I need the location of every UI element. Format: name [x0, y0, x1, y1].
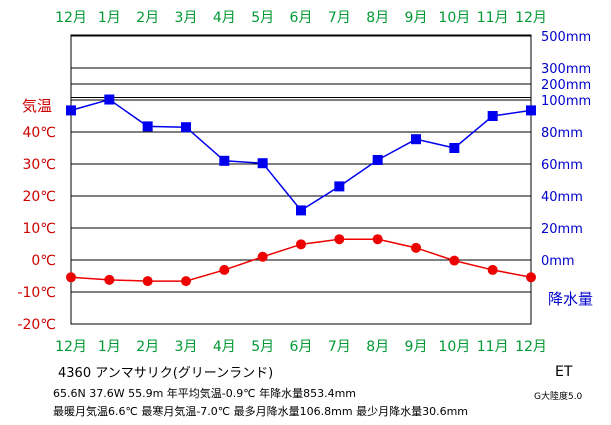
- bottom-month-label: 3月: [175, 339, 198, 355]
- bottom-month-label: 1月: [98, 339, 121, 355]
- top-month-label: 10月: [438, 10, 470, 26]
- top-month-label: 8月: [366, 10, 389, 26]
- bottom-month-label: 10月: [438, 339, 470, 355]
- temperature-tick-label: 10℃: [22, 221, 56, 237]
- continentality-index: G大陸度5.0: [534, 392, 583, 402]
- precipitation-point: [257, 158, 268, 169]
- precipitation-point: [66, 105, 76, 116]
- top-month-label: 7月: [328, 10, 351, 26]
- grid: [71, 35, 531, 293]
- temperature-point: [526, 272, 536, 283]
- top-month-label: 12月: [515, 10, 547, 26]
- precipitation-point: [334, 181, 345, 192]
- precipitation-point: [219, 155, 230, 166]
- top-month-label: 11月: [477, 10, 509, 26]
- plot-area-frame: [70, 34, 532, 325]
- temperature-tick-labels: 40℃ 30℃ 20℃ 10℃ 0℃ -10℃ -20℃: [17, 125, 56, 333]
- precipitation-point: [411, 134, 421, 145]
- series-layer: [66, 94, 536, 287]
- temperature-point: [219, 264, 230, 275]
- bottom-month-label: 9月: [405, 339, 428, 355]
- precipitation-tick-label: 20mm: [541, 222, 583, 237]
- precipitation-tick-label: 40mm: [541, 190, 583, 205]
- top-month-label: 2月: [136, 10, 159, 26]
- temperature-point: [66, 272, 76, 283]
- climate-code: ET: [555, 364, 573, 380]
- top-month-label: 6月: [290, 10, 313, 26]
- bottom-month-label: 8月: [366, 339, 389, 355]
- temperature-point: [181, 276, 191, 287]
- bottom-month-label: 5月: [251, 339, 274, 355]
- temperature-tick-label: -20℃: [17, 317, 56, 333]
- precipitation-tick-label: 60mm: [541, 158, 583, 173]
- temperature-point: [257, 251, 268, 262]
- precipitation-tick-label: 0mm: [541, 254, 575, 269]
- bottom-month-label: 12月: [515, 339, 547, 355]
- bottom-month-label: 4月: [213, 339, 236, 355]
- precipitation-point: [104, 94, 115, 105]
- precipitation-tick-label: 200mm: [541, 78, 591, 93]
- bottom-month-label: 12月: [55, 339, 87, 355]
- precipitation-tick-label: 80mm: [541, 126, 583, 141]
- top-month-label: 9月: [405, 10, 428, 26]
- precipitation-point: [449, 143, 460, 153]
- top-month-label: 3月: [175, 10, 198, 26]
- precipitation-point: [296, 205, 306, 216]
- temperature-tick-label: -10℃: [17, 285, 56, 301]
- temperature-tick-label: 20℃: [22, 189, 56, 205]
- top-month-label: 1月: [98, 10, 121, 26]
- temperature-point: [372, 234, 383, 245]
- precipitation-point: [181, 122, 191, 133]
- temperature-point: [487, 264, 498, 275]
- precipitation-point: [372, 155, 383, 165]
- top-month-label: 4月: [213, 10, 236, 26]
- precipitation-tick-label: 500mm: [541, 30, 591, 45]
- bottom-month-label: 11月: [477, 339, 509, 355]
- temperature-point: [449, 255, 460, 266]
- station-extremes: 最暖月気温6.6℃ 最寒月気温-7.0℃ 最多月降水量106.8mm 最少月降水…: [53, 405, 468, 418]
- series-line: [70, 98, 532, 212]
- precipitation-point: [526, 105, 536, 116]
- top-month-label: 5月: [251, 10, 274, 26]
- top-month-labels: 12月 1月 2月 3月 4月 5月 6月 7月 8月 9月 10月 11月 12月: [55, 10, 547, 26]
- temperature-tick-label: 30℃: [22, 157, 56, 173]
- precipitation-tick-label: 300mm: [541, 62, 591, 77]
- bottom-month-label: 2月: [136, 339, 159, 355]
- temperature-point: [104, 274, 115, 285]
- precipitation-tick-label: 100mm: [541, 94, 591, 109]
- top-month-label: 12月: [55, 10, 87, 26]
- station-summary: 65.6N 37.6W 55.9m 年平均気温-0.9℃ 年降水量853.4mm: [53, 387, 357, 400]
- station-name: 4360 アンマサリク(グリーンランド): [58, 366, 274, 381]
- bottom-month-label: 7月: [328, 339, 351, 355]
- bottom-month-labels: 12月 1月 2月 3月 4月 5月 6月 7月 8月 9月 10月 11月 12月: [55, 339, 547, 355]
- temperature-point: [334, 234, 345, 245]
- temperature-point: [296, 239, 306, 250]
- temperature-point: [142, 276, 153, 287]
- temperature-tick-label: 0℃: [31, 253, 56, 269]
- bottom-month-label: 6月: [290, 339, 313, 355]
- temperature-tick-label: 40℃: [22, 125, 56, 141]
- left-axis-label: 気温: [22, 97, 52, 115]
- temperature-point: [411, 242, 421, 253]
- precipitation-point: [142, 121, 153, 132]
- right-axis-label: 降水量: [548, 290, 593, 308]
- precipitation-point: [487, 111, 498, 121]
